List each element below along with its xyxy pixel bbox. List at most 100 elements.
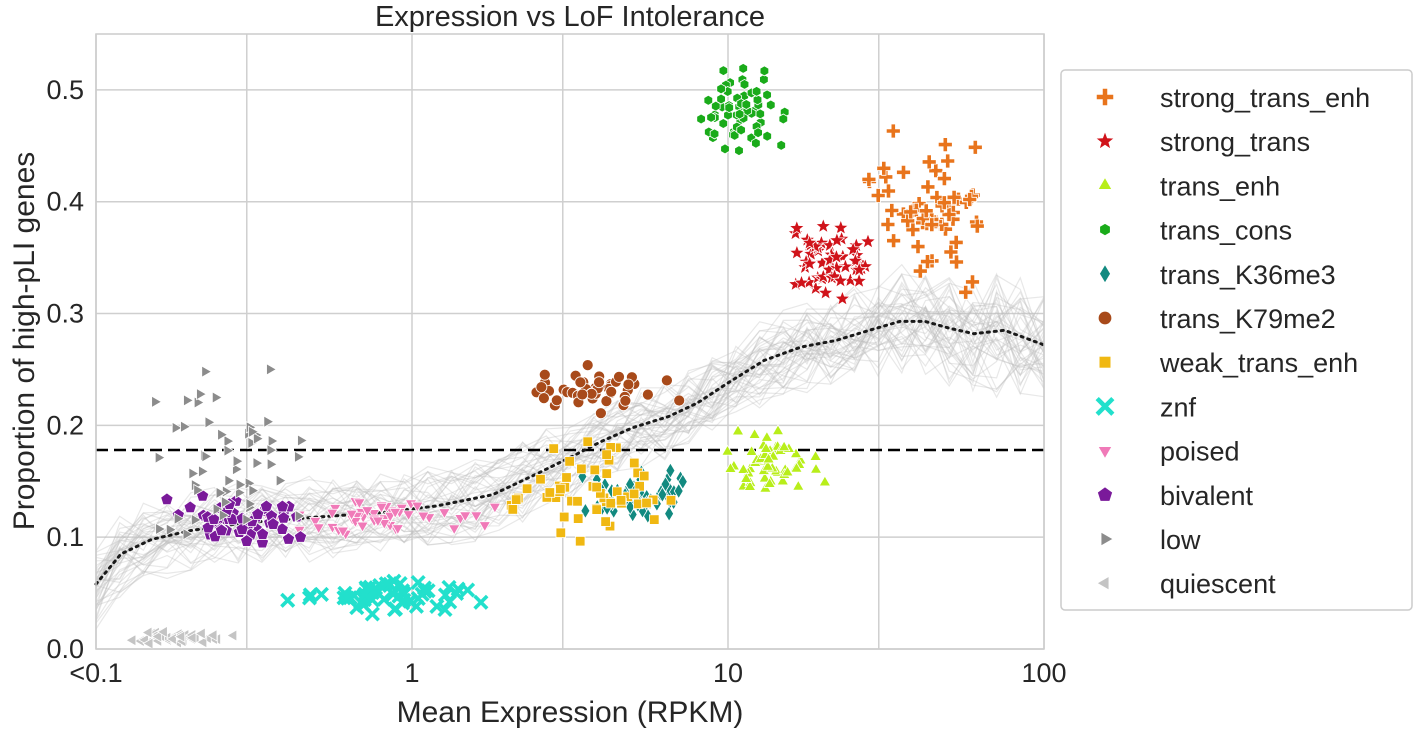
point-bivalent (240, 534, 254, 547)
point-poised (353, 498, 366, 510)
point-trans_cons (724, 102, 734, 114)
plot-area (96, 34, 1044, 649)
point-strong_trans_enh (949, 254, 964, 270)
point-trans_cons (738, 62, 748, 74)
point-trans_enh (776, 474, 790, 486)
point-poised (325, 508, 339, 520)
point-low (212, 502, 224, 516)
point-low (294, 450, 306, 464)
point-quiescent (165, 632, 177, 646)
point-quiescent (125, 633, 137, 647)
point-znf (382, 576, 398, 592)
point-trans_enh (737, 462, 750, 474)
point-trans_K79me2 (550, 394, 563, 407)
legend-marker-strong_trans (1094, 129, 1116, 151)
point-trans_cons (703, 94, 714, 106)
point-trans_K79me2 (642, 388, 654, 401)
point-strong_trans_enh (945, 211, 961, 227)
x-tick-labels: <0.1 1 10 100 (69, 658, 1066, 688)
point-trans_cons (734, 145, 744, 157)
legend-label: trans_cons (1160, 216, 1292, 246)
point-trans_enh (818, 475, 832, 487)
point-low (232, 462, 244, 476)
point-strong_trans_enh (943, 244, 959, 260)
point-trans_K79me2 (661, 374, 673, 387)
legend-label: bivalent (1160, 481, 1254, 511)
point-low (198, 465, 210, 478)
y-tick-label: 0.5 (46, 75, 84, 105)
point-trans_K36me3 (665, 462, 676, 479)
point-znf (313, 586, 329, 602)
point-weak_trans_enh (634, 481, 645, 492)
point-weak_trans_enh (629, 457, 640, 469)
point-bivalent (183, 500, 197, 514)
point-low (294, 509, 306, 523)
point-poised (360, 506, 374, 518)
point-strong_trans_enh (937, 171, 952, 187)
point-trans_cons (718, 118, 729, 129)
point-strong_trans_enh (886, 233, 901, 249)
point-weak_trans_enh (507, 504, 518, 515)
point-trans_K36me3 (677, 473, 688, 490)
legend-label: strong_trans_enh (1160, 83, 1370, 113)
point-strong_trans_enh (876, 160, 892, 176)
y-tick-label: 0.3 (46, 299, 84, 329)
point-trans_K79me2 (576, 388, 589, 401)
point-weak_trans_enh (641, 497, 652, 509)
point-trans_cons (759, 74, 769, 85)
point-poised (356, 521, 369, 533)
point-low (151, 395, 163, 409)
point-low (248, 484, 260, 497)
legend-marker-trans_K79me2 (1097, 310, 1113, 326)
point-low (253, 432, 265, 445)
y-tick-label: 0.1 (46, 522, 84, 552)
point-znf (302, 587, 318, 603)
chart-title: Expression vs LoF Intolerance (375, 1, 765, 33)
point-weak_trans_enh (544, 487, 555, 498)
scatter-points (125, 62, 985, 650)
point-trans_K79me2 (593, 376, 605, 389)
point-trans_enh (743, 479, 757, 491)
point-low (252, 456, 264, 470)
point-weak_trans_enh (548, 443, 559, 454)
point-weak_trans_enh (591, 504, 602, 515)
point-poised (388, 507, 402, 519)
point-low (196, 387, 208, 401)
point-poised (469, 511, 483, 523)
point-low (248, 425, 260, 439)
point-strong_trans_enh (936, 195, 952, 211)
y-tick-label: 0.0 (46, 634, 84, 664)
y-tick-labels: 0.0 0.1 0.2 0.3 0.4 0.5 (46, 75, 84, 664)
point-strong_trans (800, 233, 819, 251)
point-trans_K36me3 (673, 482, 684, 500)
point-low (218, 508, 230, 522)
point-strong_trans_enh (967, 139, 983, 155)
point-strong_trans (816, 283, 835, 301)
point-trans_K79me2 (622, 378, 635, 391)
point-strong_trans_enh (920, 254, 935, 270)
point-weak_trans_enh (601, 449, 612, 460)
point-weak_trans_enh (561, 472, 572, 483)
point-trans_K79me2 (538, 392, 550, 405)
point-strong_trans (846, 251, 865, 269)
point-low (193, 483, 205, 497)
point-trans_enh (761, 459, 775, 471)
point-weak_trans_enh (555, 527, 566, 538)
point-strong_trans (859, 232, 877, 249)
point-quiescent (151, 630, 163, 643)
point-bivalent (251, 507, 265, 520)
point-weak_trans_enh (615, 495, 627, 506)
point-trans_cons (720, 143, 730, 155)
point-znf (460, 582, 476, 598)
y-tick-label: 0.4 (46, 187, 84, 217)
point-znf (441, 579, 457, 595)
point-strong_trans (828, 231, 846, 248)
point-trans_cons (778, 113, 789, 125)
point-low (215, 486, 227, 500)
plot-frame (95, 33, 1045, 650)
point-trans_enh (790, 461, 803, 473)
point-trans_cons (741, 99, 752, 110)
point-poised (308, 516, 322, 528)
point-low (190, 513, 202, 527)
point-trans_enh (759, 441, 773, 453)
